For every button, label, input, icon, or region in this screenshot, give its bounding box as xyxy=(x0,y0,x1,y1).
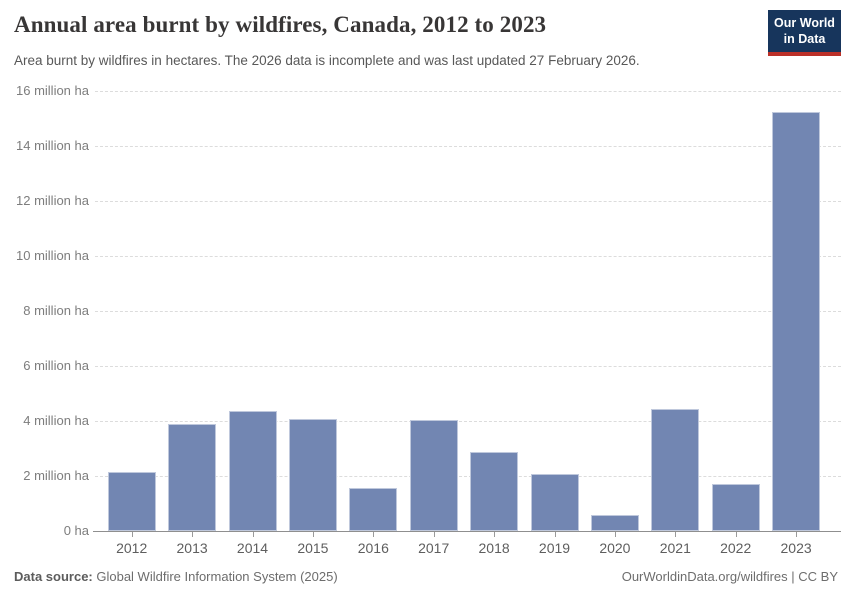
bar-2021[interactable] xyxy=(651,408,700,531)
gridline xyxy=(95,421,841,422)
y-axis-tick-label: 4 million ha xyxy=(23,413,89,428)
x-axis-tick xyxy=(675,532,677,537)
gridline xyxy=(95,311,841,312)
x-axis-year-label: 2019 xyxy=(538,540,571,556)
x-axis-year-label: 2013 xyxy=(176,540,208,556)
x-axis-tick xyxy=(433,532,435,537)
x-axis-year-label: 2023 xyxy=(780,540,812,556)
data-source: Data source: Global Wildfire Information… xyxy=(14,569,338,584)
bar-2019[interactable] xyxy=(530,473,579,531)
bar-2018[interactable] xyxy=(470,452,519,531)
bar-2020[interactable] xyxy=(590,514,639,531)
x-axis-year-label: 2012 xyxy=(116,540,148,556)
y-axis-tick-label: 0 ha xyxy=(63,523,89,538)
x-axis-tick xyxy=(614,532,616,537)
license-label: CC BY xyxy=(798,569,838,584)
footer-separator: | xyxy=(787,569,799,584)
x-axis-year-label: 2016 xyxy=(357,540,389,556)
x-axis-line xyxy=(93,531,841,532)
gridline xyxy=(95,146,841,147)
x-axis-year-label: 2015 xyxy=(297,540,329,556)
x-axis-year-label: 2022 xyxy=(720,540,752,556)
x-axis-year-label: 2018 xyxy=(478,540,510,556)
owid-url-link[interactable]: OurWorldinData.org/wildfires xyxy=(621,569,788,584)
chart-title: Annual area burnt by wildfires, Canada, … xyxy=(14,12,547,37)
x-axis-year-label: 2017 xyxy=(418,540,450,556)
owid-logo-line1: Our World xyxy=(774,16,835,30)
chart-footer: Data source: Global Wildfire Information… xyxy=(14,569,838,584)
bar-2016[interactable] xyxy=(349,488,398,531)
gridline xyxy=(95,201,841,202)
footer-right: OurWorldinData.org/wildfires | CC BY xyxy=(622,569,838,584)
data-source-label: Data source: xyxy=(14,569,93,584)
x-axis-tick xyxy=(796,532,798,537)
x-axis-year-label: 2021 xyxy=(659,540,691,556)
x-axis-tick xyxy=(131,532,133,537)
bar-2014[interactable] xyxy=(228,410,277,531)
chart-subtitle: Area burnt by wildfires in hectares. The… xyxy=(14,53,640,68)
gridline xyxy=(95,366,841,367)
y-axis-tick-label: 2 million ha xyxy=(23,468,89,483)
owid-logo[interactable]: Our World in Data xyxy=(768,10,841,57)
x-axis-tick xyxy=(192,532,194,537)
y-axis-tick-label: 16 million ha xyxy=(16,83,89,98)
data-source-value: Global Wildfire Information System (2025… xyxy=(92,569,338,584)
gridline xyxy=(95,476,841,477)
y-axis-tick-label: 6 million ha xyxy=(23,358,89,373)
bar-2015[interactable] xyxy=(288,418,337,531)
bar-2013[interactable] xyxy=(168,423,217,531)
y-axis-tick-label: 12 million ha xyxy=(16,193,89,208)
x-axis-tick xyxy=(554,532,556,537)
bar-2012[interactable] xyxy=(107,471,156,531)
y-axis-tick-label: 10 million ha xyxy=(16,248,89,263)
gridline xyxy=(95,91,841,92)
x-axis-year-label: 2020 xyxy=(599,540,631,556)
x-axis-tick xyxy=(494,532,496,537)
y-axis-tick-label: 8 million ha xyxy=(23,303,89,318)
x-axis-year-label: 2014 xyxy=(236,540,269,556)
y-axis-tick-label: 14 million ha xyxy=(16,138,89,153)
bar-2017[interactable] xyxy=(409,419,458,531)
x-axis-tick xyxy=(312,532,314,537)
bar-2023[interactable] xyxy=(772,111,821,531)
owid-logo-line2: in Data xyxy=(783,31,826,46)
gridline xyxy=(95,256,841,257)
x-axis-tick xyxy=(373,532,375,537)
bar-2022[interactable] xyxy=(711,484,760,531)
x-axis-tick xyxy=(252,532,254,537)
x-axis-tick xyxy=(735,532,737,537)
